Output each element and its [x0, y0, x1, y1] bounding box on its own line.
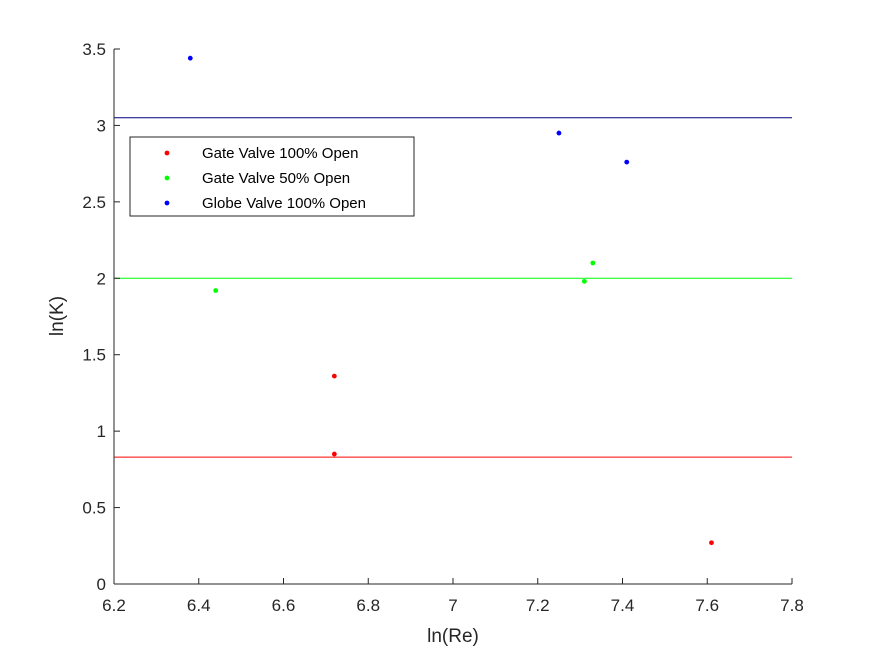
legend-entry-2: Gate Valve 50% Open — [202, 170, 350, 187]
x-tick-labels: 6.2 6.4 6.6 6.8 7 7.2 7.4 7.6 7.8 — [102, 596, 804, 615]
point-s3-1 — [187, 55, 193, 61]
point-s1-1 — [331, 373, 337, 379]
legend-entry-1: Gate Valve 100% Open — [202, 145, 359, 162]
x-tick-label: 7.2 — [526, 596, 550, 615]
x-tick-label: 6.2 — [102, 596, 126, 615]
plot-area — [114, 49, 792, 584]
y-tick-label: 3 — [97, 116, 106, 135]
legend-marker-2 — [164, 175, 170, 181]
x-tick-label: 7.6 — [695, 596, 719, 615]
x-axis-label: ln(Re) — [427, 626, 479, 647]
x-tick-label: 7.4 — [611, 596, 635, 615]
point-s1-3 — [709, 540, 714, 546]
x-tick-label: 6.8 — [356, 596, 380, 615]
data-points — [187, 55, 714, 546]
x-tick-label: 6.6 — [272, 596, 296, 615]
y-tick-label: 1.5 — [82, 346, 106, 365]
y-tick-labels: 0 0.5 1 1.5 2 2.5 3 3.5 — [82, 40, 106, 594]
x-tick-label: 6.4 — [187, 596, 211, 615]
axes — [113, 48, 793, 585]
point-s1-2 — [331, 451, 337, 457]
y-axis-label: ln(K) — [47, 296, 68, 336]
legend-marker-3 — [164, 200, 170, 206]
point-s2-1 — [213, 288, 219, 293]
legend: Gate Valve 100% Open Gate Valve 50% Open G… — [129, 136, 415, 217]
point-s3-3 — [624, 159, 630, 165]
legend-marker-1 — [164, 150, 170, 156]
y-tick-label: 0.5 — [82, 499, 106, 518]
legend-entry-3: Globe Valve 100% Open — [202, 195, 366, 212]
x-tick-label: 7 — [448, 596, 457, 615]
y-tick-label: 1 — [97, 422, 106, 441]
y-tick-label: 2 — [97, 269, 106, 288]
y-tick-label: 2.5 — [82, 193, 106, 212]
point-s2-3 — [590, 260, 596, 266]
mean-lines — [114, 117, 792, 458]
point-s2-2 — [581, 278, 587, 284]
y-tick-label: 0 — [97, 575, 106, 594]
point-s3-2 — [556, 130, 562, 136]
y-tick-label: 3.5 — [82, 40, 106, 59]
legend-box — [129, 136, 415, 217]
x-tick-label: 7.8 — [780, 596, 804, 615]
